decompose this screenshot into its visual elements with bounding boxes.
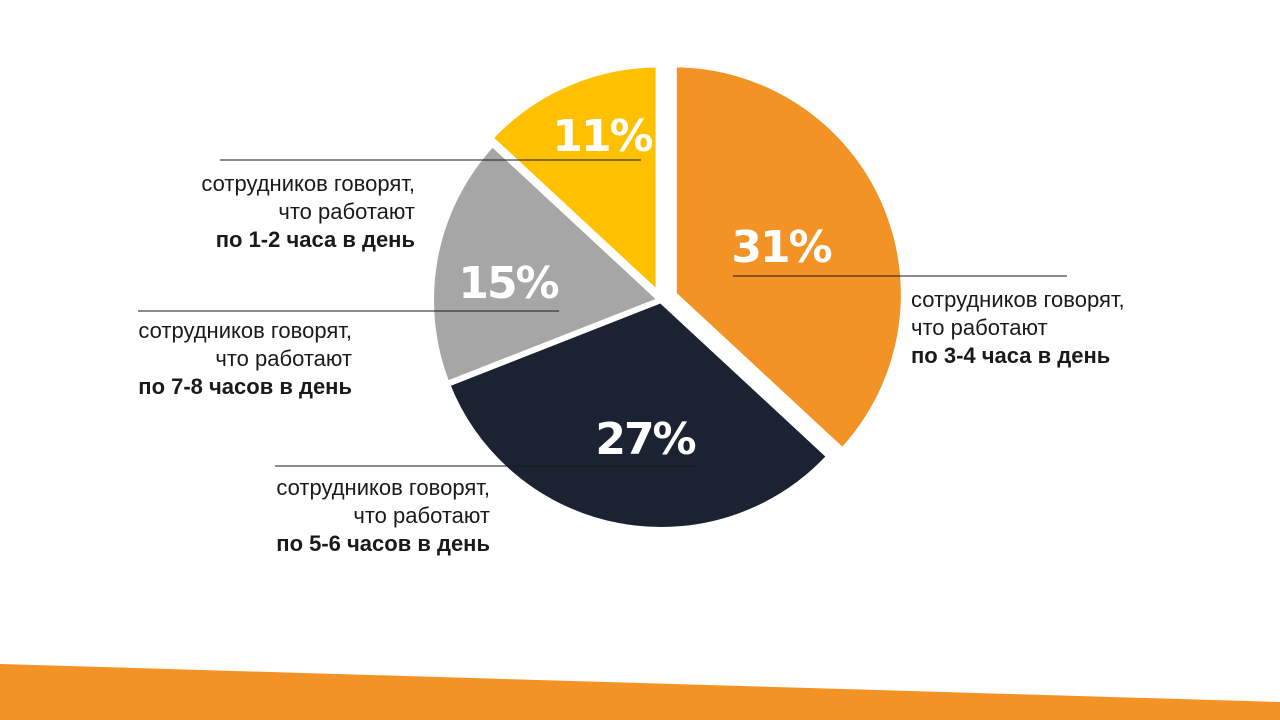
annotation-15-line2: что работают bbox=[215, 346, 352, 371]
annotation-15-line1: сотрудников говорят, bbox=[138, 318, 352, 343]
annotation-27-line1: сотрудников говорят, bbox=[276, 475, 490, 500]
value-label-11: 11% bbox=[552, 111, 652, 162]
pie-slice-27 bbox=[443, 296, 834, 533]
footer-band bbox=[0, 664, 1280, 720]
annotation-11: сотрудников говорят, что работают по 1-2… bbox=[201, 170, 415, 254]
annotation-31-line3: по 3-4 часа в день bbox=[911, 343, 1111, 368]
value-label-15: 15% bbox=[458, 258, 558, 309]
annotation-11-line1: сотрудников говорят, bbox=[201, 171, 415, 196]
annotation-31: сотрудников говорят, что работают по 3-4… bbox=[911, 286, 1125, 370]
value-label-31: 31% bbox=[731, 222, 831, 273]
pie-slices bbox=[428, 61, 907, 533]
pie-slice-11 bbox=[485, 61, 662, 302]
annotation-15-line3: по 7-8 часов в день bbox=[138, 374, 352, 399]
annotation-27-line2: что работают bbox=[353, 503, 490, 528]
pie-slice-15 bbox=[428, 139, 667, 388]
annotation-11-line2: что работают bbox=[278, 199, 415, 224]
annotation-31-line2: что работают bbox=[911, 315, 1048, 340]
annotation-11-line3: по 1-2 часа в день bbox=[215, 227, 415, 252]
annotation-31-line1: сотрудников говорят, bbox=[911, 287, 1125, 312]
pie-slice-31 bbox=[670, 61, 907, 456]
annotation-15: сотрудников говорят, что работают по 7-8… bbox=[138, 317, 352, 401]
value-label-27: 27% bbox=[595, 414, 695, 465]
annotation-27-line3: по 5-6 часов в день bbox=[276, 531, 490, 556]
annotation-27: сотрудников говорят, что работают по 5-6… bbox=[276, 474, 490, 558]
